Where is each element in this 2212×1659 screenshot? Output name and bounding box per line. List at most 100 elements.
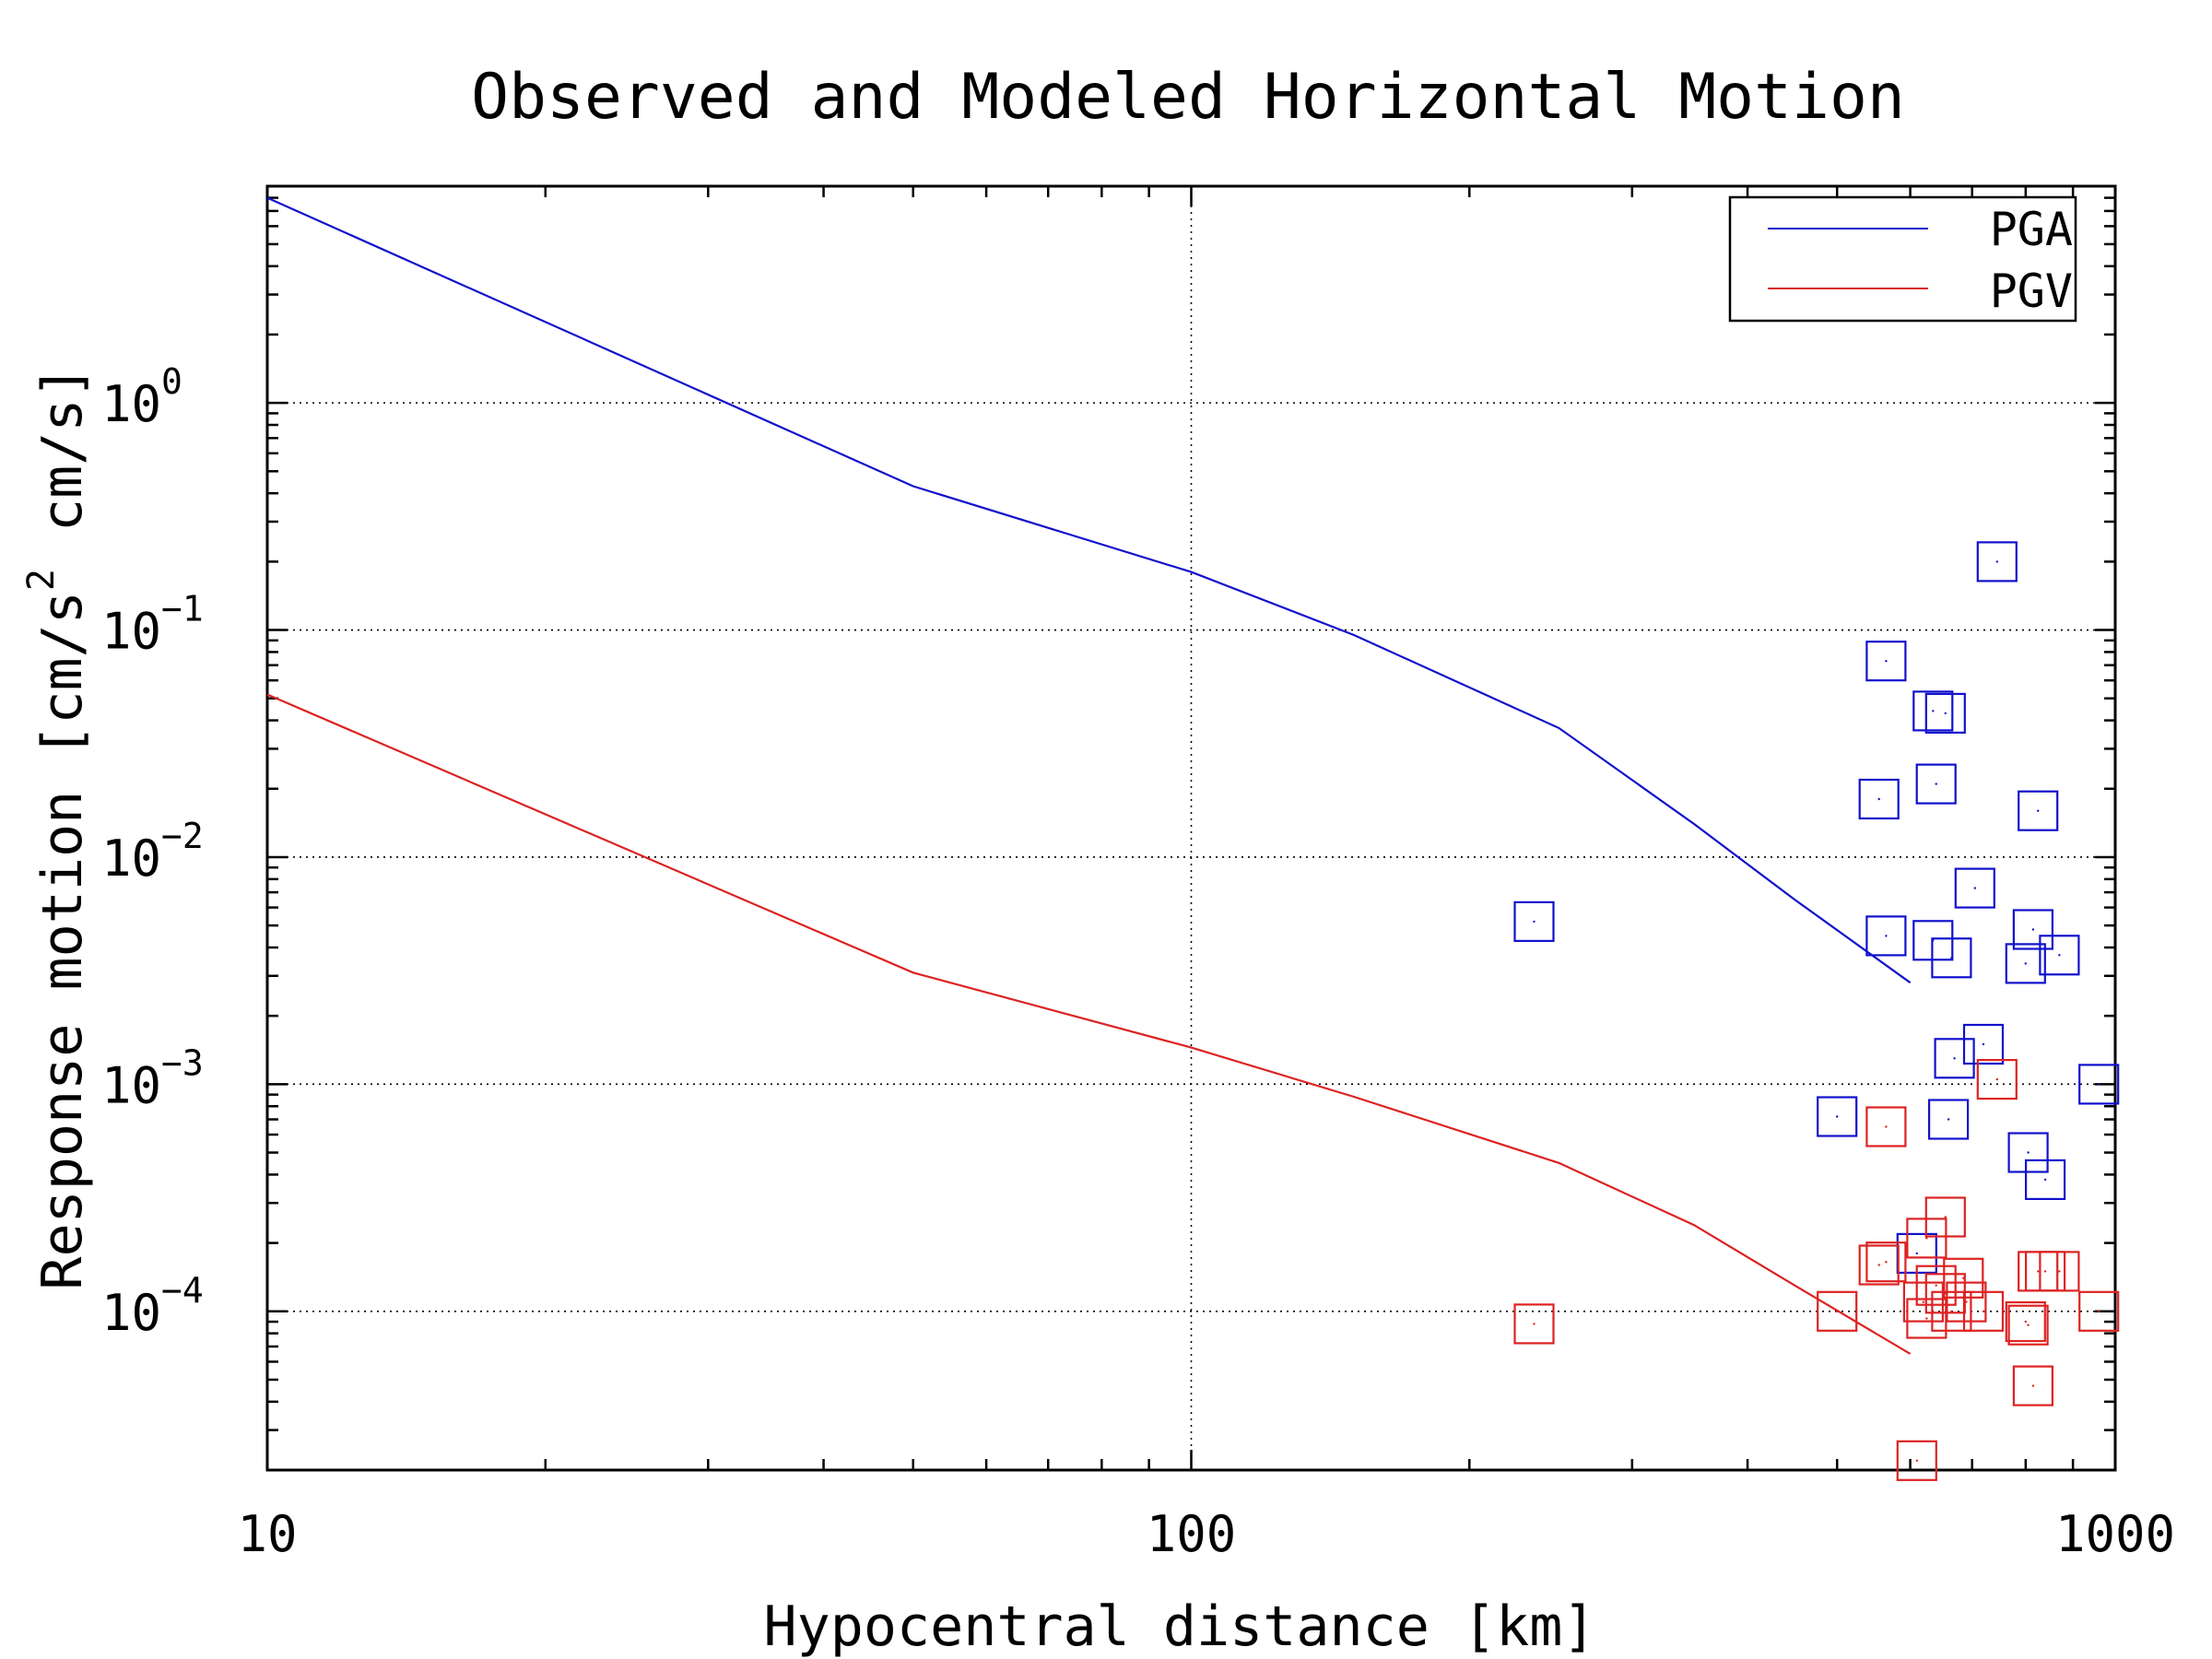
observation-point <box>2024 962 2027 965</box>
series-layer <box>266 196 1912 1355</box>
observation-point <box>1925 1237 1928 1240</box>
observation-point <box>1885 1261 1888 1264</box>
observation-marker <box>1817 1096 1858 1137</box>
observation-point <box>2058 1270 2061 1273</box>
x-tick-label: 1000 <box>2055 1505 2175 1563</box>
x-tick-label: 10 <box>237 1505 297 1563</box>
observation-point <box>1947 1118 1950 1121</box>
observation-point <box>1885 935 1888 937</box>
legend: PGA PGV <box>1728 195 2077 323</box>
y-axis-label-rest: cm/s] <box>30 365 95 532</box>
observation-marker <box>1976 541 2018 582</box>
observation-marker <box>1954 867 1995 909</box>
grid-layer <box>267 186 2115 1470</box>
observation-point <box>1982 1310 1985 1313</box>
observation-marker <box>1976 1058 2018 1100</box>
observation-marker <box>1928 1099 1970 1140</box>
observation-point <box>1982 1042 1985 1046</box>
observation-marker <box>1513 900 1555 943</box>
legend-label-pga: PGA <box>1990 203 2073 256</box>
y-tick-label: 10−2 <box>101 816 204 888</box>
observation-marker <box>1865 1106 1907 1147</box>
y-tick-label: 10−1 <box>101 589 204 661</box>
observation-marker <box>1962 1290 2005 1332</box>
observation-marker <box>2012 909 2053 950</box>
observation-marker <box>2005 943 2046 984</box>
observation-point <box>1973 887 1976 889</box>
observation-point <box>1877 797 1880 801</box>
observation-marker <box>2012 1365 2053 1406</box>
observation-point <box>1885 1125 1888 1128</box>
observation-marker <box>2078 1290 2120 1332</box>
series-line-pga <box>266 196 1912 984</box>
y-tick-label: 10−3 <box>101 1042 204 1114</box>
observation-point <box>1836 1115 1839 1118</box>
y-axis-label-main: Response motion [cm/s <box>30 591 95 1290</box>
observation-point <box>1995 1077 1998 1081</box>
observation-marker <box>1865 915 1907 957</box>
observation-point <box>1915 1252 1918 1255</box>
observation-marker <box>1896 1440 1937 1481</box>
observation-point <box>1932 710 1935 712</box>
observation-point <box>1950 1310 1953 1313</box>
observation-point <box>2043 1178 2047 1182</box>
observation-point <box>1925 1317 1928 1320</box>
observation-point <box>2098 1083 2100 1086</box>
observation-marker <box>1902 1281 1944 1323</box>
observation-marker <box>1931 1290 1972 1332</box>
observation-point <box>1953 1057 1956 1060</box>
x-axis-label: Hypocentral distance [km] <box>763 1594 1595 1659</box>
observation-marker <box>1934 1038 1975 1079</box>
observation-point <box>1950 957 1953 959</box>
y-axis-label: Response motion [cm/s2 cm/s] <box>20 365 95 1289</box>
observation-marker <box>2007 1304 2049 1346</box>
observation-marker <box>2005 1300 2046 1343</box>
x-tick-labels: 10 100 1000 <box>237 1505 2175 1563</box>
observation-marker <box>1817 1290 1858 1332</box>
x-tick-label: 100 <box>1147 1505 1237 1563</box>
observation-point <box>1995 560 1998 563</box>
observation-point <box>2058 954 2061 957</box>
observation-point <box>1935 1284 1937 1287</box>
observation-point <box>1962 1277 1965 1280</box>
series-line-pgv <box>266 693 1912 1355</box>
observation-marker <box>1962 1023 2005 1065</box>
observation-marker <box>1924 692 1966 735</box>
observation-marker <box>1858 1244 1900 1286</box>
observation-marker <box>1865 641 1907 682</box>
observation-marker <box>1931 937 1972 979</box>
legend-label-pgv: PGV <box>1990 265 2073 318</box>
y-tick-labels: 100 10−1 10−2 10−3 10−4 <box>101 361 204 1342</box>
observation-marker <box>1513 1303 1555 1345</box>
chart-title: Observed and Modeled Horizontal Motion <box>471 61 1905 134</box>
observation-point <box>2043 1270 2047 1273</box>
observation-point <box>1533 1323 1535 1325</box>
observation-marker <box>1858 778 1900 820</box>
y-tick-label: 100 <box>101 361 182 433</box>
observation-marker <box>1946 1281 1987 1323</box>
observation-marker <box>2007 1132 2049 1173</box>
observation-marker <box>2025 1159 2066 1201</box>
observation-marker <box>2018 790 2059 831</box>
observation-point <box>2027 1151 2030 1154</box>
observation-point <box>1965 1300 1968 1303</box>
y-tick-label: 10−4 <box>101 1270 204 1342</box>
observation-marker <box>2039 935 2080 976</box>
observation-point <box>1935 782 1937 785</box>
observation-point <box>2037 809 2040 812</box>
observation-point <box>1836 1310 1839 1313</box>
observation-point <box>1877 1264 1880 1266</box>
observation-point <box>2024 1320 2027 1324</box>
observation-marker <box>1915 763 1957 805</box>
observation-marker <box>1912 690 1954 732</box>
observation-marker <box>2078 1064 2120 1105</box>
observation-point <box>1533 920 1535 924</box>
observation-point <box>1944 712 1947 715</box>
observation-layer <box>1513 541 2120 1481</box>
observation-point <box>2031 928 2035 931</box>
observation-point <box>2098 1310 2100 1313</box>
y-axis-label-sup: 2 <box>20 569 63 591</box>
observation-marker <box>1924 1196 1966 1238</box>
